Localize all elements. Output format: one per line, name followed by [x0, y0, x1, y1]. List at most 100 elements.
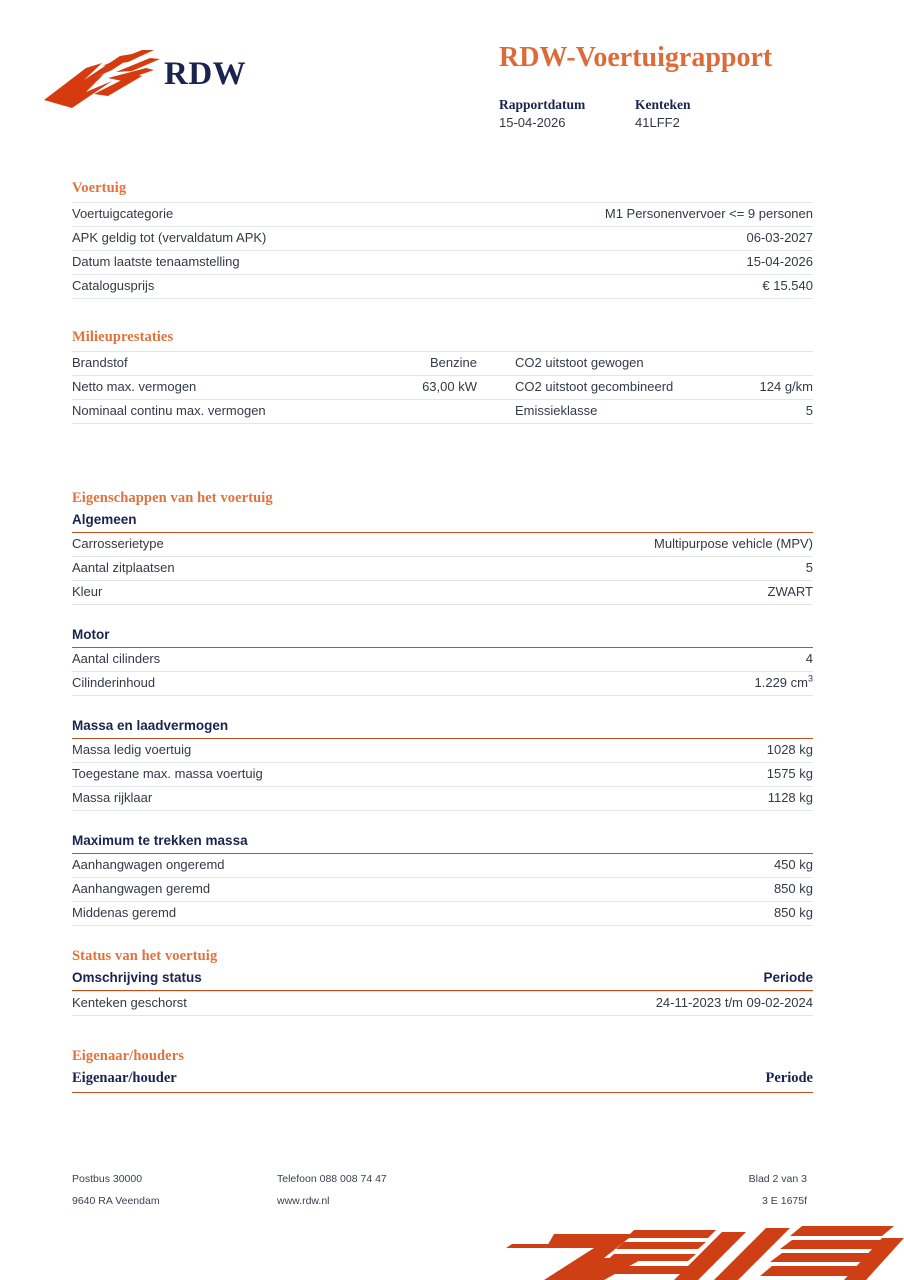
- table-row: Brandstof Benzine CO2 uitstoot gewogen: [72, 351, 813, 376]
- row-label: Massa rijklaar: [72, 786, 443, 811]
- table-row: Datum laatste tenaamstelling 15-04-2026: [72, 250, 813, 275]
- license-block: Kenteken 41LFF2: [635, 96, 691, 133]
- row-value-left: Benzine: [287, 351, 483, 376]
- group-rule: [72, 647, 813, 648]
- row-label: Aanhangwagen geremd: [72, 877, 443, 902]
- report-date-block: Rapportdatum 15-04-2026: [499, 96, 635, 133]
- table-row: Kleur ZWART: [72, 580, 813, 605]
- license-label: Kenteken: [635, 97, 691, 112]
- section-voertuig: Voertuig Voertuigcategorie M1 Personenver…: [72, 180, 813, 299]
- row-label-left: Brandstof: [72, 351, 287, 376]
- group-rule: [72, 853, 813, 854]
- row-label: Kleur: [72, 580, 443, 605]
- superscript: 3: [807, 673, 813, 684]
- section-status: Status van het voertuig Omschrijving sta…: [72, 948, 813, 1016]
- footer-contact: Telefoon 088 008 74 47 www.rdw.nl: [277, 1168, 607, 1212]
- group-table: Aantal cilinders 4 Cilinderinhoud 1.229 cm3: [72, 648, 813, 696]
- row-label-right: CO2 uitstoot gecombineerd: [483, 375, 725, 400]
- row-value: 1128 kg: [442, 786, 813, 811]
- row-label: Kenteken geschorst: [72, 991, 443, 1016]
- group-table: Carrosserietype Multipurpose vehicle (MPV…: [72, 533, 813, 605]
- table-row: Middenas geremd 850 kg: [72, 901, 813, 926]
- table-row: Aantal zitplaatsen 5: [72, 556, 813, 581]
- row-label: Toegestane max. massa voertuig: [72, 762, 443, 787]
- group-rule: [72, 738, 813, 739]
- row-value: M1 Personenvervoer <= 9 personen: [442, 202, 813, 227]
- section-title-status: Status van het voertuig: [72, 948, 218, 964]
- footer-website: www.rdw.nl: [277, 1195, 330, 1207]
- table-row: Catalogusprijs € 15.540: [72, 274, 813, 299]
- row-label-left: Nominaal continu max. vermogen: [72, 399, 287, 424]
- group-table: Aanhangwagen ongeremd 450 kg Aanhangwagen …: [72, 854, 813, 926]
- page-title: RDW-Voertuigrapport: [499, 42, 773, 73]
- report-date-value: 15-04-2026: [499, 115, 566, 130]
- decorative-stripes-graphic: [506, 1226, 904, 1280]
- row-value-right: 124 g/km: [725, 375, 813, 400]
- rdw-logo: RDW: [40, 30, 300, 110]
- status-col-label: Omschrijving status: [72, 970, 202, 985]
- row-value: ZWART: [442, 580, 813, 605]
- section-title-eigenaar: Eigenaar/houders: [72, 1048, 184, 1064]
- license-value: 41LFF2: [635, 115, 680, 130]
- table-row: APK geldig tot (vervaldatum APK) 06-03-20…: [72, 226, 813, 251]
- section-milieu: Milieuprestaties Brandstof Benzine CO2 uit…: [72, 329, 813, 424]
- table-row: Aantal cilinders 4: [72, 648, 813, 672]
- group-table: Massa ledig voertuig 1028 kg Toegestane ma…: [72, 739, 813, 811]
- footer-form-code: 3 E 1675f: [762, 1195, 807, 1207]
- table-row: Nominaal continu max. vermogen Emissiekla…: [72, 399, 813, 424]
- row-value: 5: [442, 556, 813, 581]
- row-label: Aanhangwagen ongeremd: [72, 854, 443, 878]
- section-title-milieu: Milieuprestaties: [72, 329, 174, 345]
- group-rule: [72, 532, 813, 533]
- row-label: Aantal cilinders: [72, 648, 443, 672]
- row-label: Voertuigcategorie: [72, 202, 443, 227]
- rdw-arrow-icon: [44, 50, 160, 108]
- row-value: Multipurpose vehicle (MPV): [442, 533, 813, 557]
- property-group: Maximum te trekken massa Aanhangwagen ong…: [72, 833, 813, 926]
- row-value: 1028 kg: [442, 739, 813, 763]
- row-label: Catalogusprijs: [72, 274, 443, 299]
- footer-postbus: Postbus 30000: [72, 1173, 143, 1185]
- row-label: APK geldig tot (vervaldatum APK): [72, 226, 443, 251]
- property-group: Motor Aantal cilinders 4 Cilinderinhoud 1.22…: [72, 627, 813, 696]
- row-label: Cilinderinhoud: [72, 671, 443, 696]
- row-value: 1.229 cm3: [442, 671, 813, 696]
- section-title-eigenschappen: Eigenschappen van het voertuig: [72, 490, 273, 506]
- page-footer: Postbus 30000 9640 RA Veendam Telefoon 0…: [72, 1168, 813, 1212]
- row-label: Massa ledig voertuig: [72, 739, 443, 763]
- footer-phone: Telefoon 088 008 74 47: [277, 1173, 387, 1185]
- footer-page-number: Blad 2 van 3: [748, 1173, 807, 1185]
- row-value: 850 kg: [442, 901, 813, 926]
- row-label-left: Netto max. vermogen: [72, 375, 287, 400]
- footer-address: Postbus 30000 9640 RA Veendam: [72, 1168, 277, 1212]
- footer-pageinfo: Blad 2 van 3 3 E 1675f: [607, 1168, 807, 1212]
- table-row: Massa rijklaar 1128 kg: [72, 786, 813, 811]
- row-label: Aantal zitplaatsen: [72, 556, 443, 581]
- row-value: 1575 kg: [442, 762, 813, 787]
- table-row: Voertuigcategorie M1 Personenvervoer <= 9…: [72, 202, 813, 227]
- row-label: Middenas geremd: [72, 901, 443, 926]
- row-value: 850 kg: [442, 877, 813, 902]
- group-title: Motor: [72, 627, 110, 642]
- status-rule: [72, 990, 813, 991]
- row-value: 15-04-2026: [442, 250, 813, 275]
- row-value: 06-03-2027: [442, 226, 813, 251]
- row-value-left: 63,00 kW: [287, 375, 483, 400]
- table-row: Toegestane max. massa voertuig 1575 kg: [72, 762, 813, 787]
- row-label-right: Emissieklasse: [483, 399, 725, 424]
- section-eigenaar: Eigenaar/houders Eigenaar/houder Periode: [72, 1048, 813, 1093]
- table-row: Carrosserietype Multipurpose vehicle (MPV…: [72, 533, 813, 557]
- eigenaar-col-period: Periode: [765, 1070, 813, 1086]
- table-row: Cilinderinhoud 1.229 cm3: [72, 671, 813, 696]
- row-value: 4: [442, 648, 813, 672]
- status-column-headers: Omschrijving status Periode: [72, 970, 813, 987]
- section-eigenschappen: Eigenschappen van het voertuig Algemeen C…: [72, 490, 813, 926]
- section-title-voertuig: Voertuig: [72, 180, 127, 196]
- rdw-wordmark: RDW: [164, 56, 247, 92]
- row-value-left: [287, 399, 483, 424]
- row-label: Datum laatste tenaamstelling: [72, 250, 443, 275]
- row-value: 450 kg: [442, 854, 813, 878]
- row-value-right: 5: [725, 399, 813, 424]
- row-label-right: CO2 uitstoot gewogen: [483, 351, 725, 376]
